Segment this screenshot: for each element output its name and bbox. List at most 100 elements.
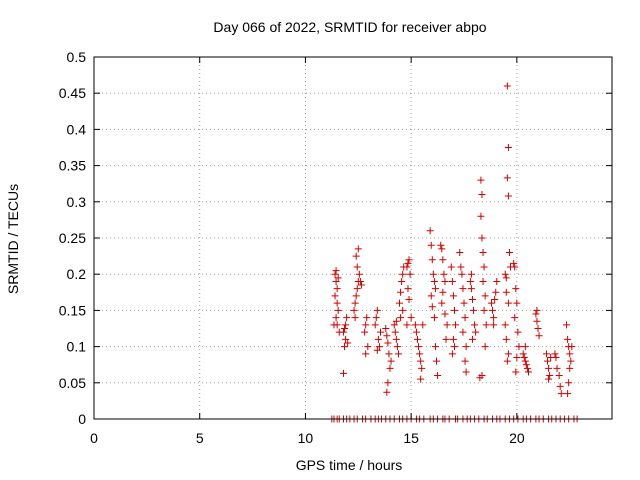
x-tick-label: 10: [298, 430, 314, 446]
data-point: [394, 350, 402, 358]
data-point: [439, 256, 447, 264]
data-point: [412, 328, 420, 336]
x-tick-label: 5: [196, 430, 204, 446]
data-point: [418, 364, 426, 372]
data-point: [334, 306, 342, 314]
data-point: [479, 277, 487, 285]
data-point: [522, 361, 530, 369]
data-point: [351, 314, 359, 322]
data-point: [403, 263, 411, 271]
data-point: [501, 270, 509, 278]
data-point: [438, 299, 446, 307]
data-point: [503, 357, 511, 365]
data-point: [515, 343, 523, 351]
data-point: [491, 296, 499, 304]
data-point: [520, 353, 528, 361]
data-point: [504, 192, 512, 200]
data-point: [568, 343, 576, 351]
data-point: [482, 321, 490, 329]
data-point: [545, 364, 553, 372]
data-point: [450, 306, 458, 314]
data-point: [384, 379, 392, 387]
data-point: [462, 343, 470, 351]
data-point: [351, 299, 359, 307]
data-point: [430, 277, 438, 285]
y-axis-label: SRMTID / TECUs: [5, 184, 21, 294]
data-point: [431, 343, 439, 351]
data-point: [566, 364, 574, 372]
data-point: [429, 270, 437, 278]
data-point: [383, 388, 391, 396]
data-point: [504, 299, 512, 307]
data-point: [564, 335, 572, 343]
y-tick-label: 0.1: [67, 339, 87, 355]
y-tick-label: 0.3: [67, 194, 87, 210]
data-point: [428, 256, 436, 264]
data-point: [545, 375, 553, 383]
data-point: [362, 321, 370, 329]
data-point: [441, 310, 449, 318]
data-point: [477, 212, 485, 220]
data-point: [330, 321, 338, 329]
data-points: [328, 82, 581, 423]
data-point: [490, 321, 498, 329]
data-point: [403, 321, 411, 329]
data-point: [341, 325, 349, 332]
data-point: [468, 335, 476, 343]
data-point: [459, 285, 467, 293]
data-point: [542, 350, 550, 358]
data-point: [544, 357, 552, 365]
data-point: [521, 343, 529, 351]
data-point: [332, 314, 340, 322]
data-point: [450, 343, 458, 351]
data-point: [354, 245, 362, 253]
data-point: [513, 353, 521, 361]
data-point: [467, 285, 475, 293]
data-point: [364, 343, 372, 351]
data-point: [371, 321, 379, 329]
data-point: [565, 379, 573, 387]
y-tick-label: 0.05: [59, 375, 86, 391]
data-point: [557, 390, 565, 398]
data-point: [443, 321, 451, 329]
data-point: [373, 346, 381, 354]
data-point: [398, 277, 406, 285]
data-point: [393, 343, 401, 351]
data-point: [352, 252, 360, 260]
data-point: [331, 292, 339, 300]
data-point: [534, 325, 542, 332]
data-point: [353, 263, 361, 271]
y-tick-label: 0.35: [59, 158, 86, 174]
data-point: [396, 299, 404, 307]
data-point: [513, 299, 521, 307]
data-point: [555, 372, 563, 380]
data-point: [383, 332, 391, 340]
data-point: [459, 328, 467, 336]
data-point: [404, 259, 412, 267]
y-tick-label: 0: [78, 411, 86, 427]
data-point: [458, 270, 466, 278]
data-point: [390, 321, 398, 329]
data-point: [467, 270, 475, 278]
data-point: [504, 350, 512, 358]
data-point: [448, 350, 456, 358]
data-point: [442, 335, 450, 343]
data-point: [387, 357, 395, 365]
data-point: [407, 314, 415, 322]
data-point: [392, 317, 400, 325]
data-point: [468, 296, 476, 304]
data-point: [510, 259, 518, 267]
data-point: [399, 270, 407, 278]
data-point: [514, 328, 522, 336]
grid: [94, 57, 612, 419]
data-point: [563, 321, 571, 329]
data-point: [439, 288, 447, 296]
data-point: [411, 321, 419, 329]
data-point: [384, 339, 392, 347]
data-point: [502, 335, 510, 343]
data-point: [502, 288, 510, 296]
data-point: [434, 372, 442, 380]
data-point: [397, 288, 405, 296]
x-axis-label: GPS time / hours: [296, 457, 403, 473]
data-point: [487, 299, 495, 307]
